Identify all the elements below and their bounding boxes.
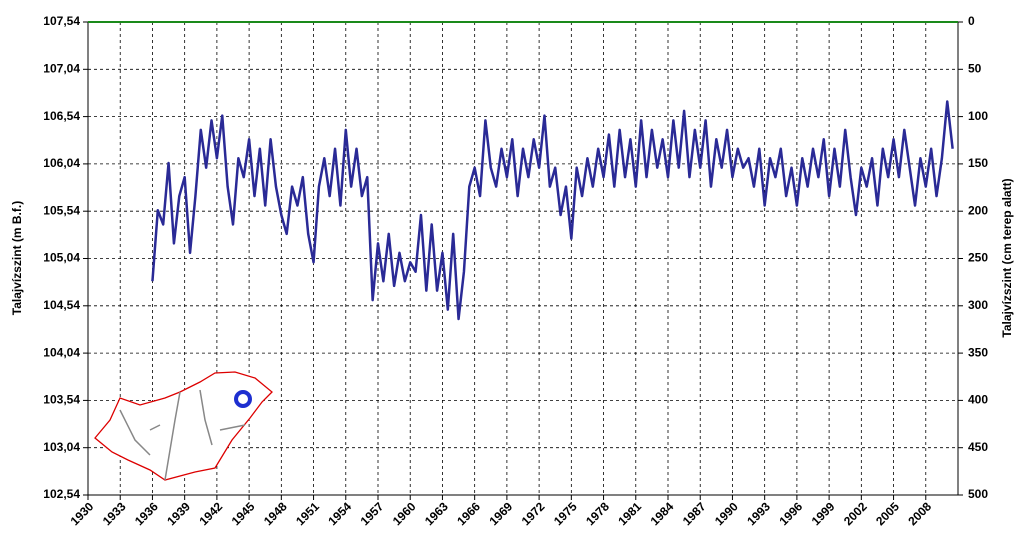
x-tick-label: 1978 <box>583 499 612 528</box>
y-tick-label: 104,54 <box>43 298 80 312</box>
x-tick-label: 2002 <box>841 499 870 528</box>
x-tick-label: 1933 <box>100 499 129 528</box>
y2-tick-label: 100 <box>968 109 988 123</box>
y2-axis-label: Talajvízszint (cm terep alatt) <box>1000 178 1014 337</box>
x-tick-label: 1999 <box>809 499 838 528</box>
y-tick-label: 103,04 <box>43 440 80 454</box>
y-tick-label: 105,04 <box>43 251 80 265</box>
y2-tick-label: 500 <box>968 487 988 501</box>
x-tick-label: 1948 <box>261 499 290 528</box>
x-tick-label: 1990 <box>712 499 741 528</box>
y2-tick-label: 400 <box>968 393 988 407</box>
x-tick-label: 2005 <box>873 499 902 528</box>
y-tick-label: 106,54 <box>43 109 80 123</box>
x-tick-label: 1975 <box>551 499 580 528</box>
y2-tick-label: 150 <box>968 156 988 170</box>
y2-tick-label: 350 <box>968 345 988 359</box>
map-inset <box>94 371 273 481</box>
x-tick-label: 1987 <box>680 499 709 528</box>
x-tick-label: 1954 <box>325 499 354 528</box>
y-tick-label: 104,04 <box>43 345 80 359</box>
y-tick-label: 103,54 <box>43 393 80 407</box>
x-tick-label: 1969 <box>486 499 515 528</box>
x-tick-label: 1939 <box>164 499 193 528</box>
y2-tick-label: 200 <box>968 203 988 217</box>
y2-tick-label: 0 <box>968 14 975 28</box>
x-tick-label: 1984 <box>648 499 677 528</box>
x-tick-label: 1945 <box>229 499 258 528</box>
y2-tick-label: 300 <box>968 298 988 312</box>
x-tick-label: 1963 <box>422 499 451 528</box>
y-tick-label: 107,04 <box>43 61 80 75</box>
x-tick-label: 1951 <box>293 499 322 528</box>
x-tick-label: 1942 <box>196 499 225 528</box>
y-tick-label: 107,54 <box>43 14 80 28</box>
x-tick-label: 1966 <box>454 499 483 528</box>
x-tick-label: 1960 <box>390 499 419 528</box>
x-tick-label: 1996 <box>776 499 805 528</box>
x-tick-label: 1957 <box>358 499 387 528</box>
y-tick-label: 106,04 <box>43 156 80 170</box>
y-tick-label: 102,54 <box>43 487 80 501</box>
series-line <box>151 100 954 321</box>
x-tick-label: 1972 <box>519 499 548 528</box>
x-tick-label: 1930 <box>68 499 97 528</box>
x-tick-label: 1936 <box>132 499 161 528</box>
y2-tick-label: 450 <box>968 440 988 454</box>
y-axis-label: Talajvízszint (m B.f.) <box>10 201 24 315</box>
y2-tick-label: 50 <box>968 61 982 75</box>
x-tick-label: 2008 <box>905 499 934 528</box>
y2-tick-label: 250 <box>968 251 988 265</box>
y-tick-label: 105,54 <box>43 203 80 217</box>
x-tick-label: 1981 <box>615 499 644 528</box>
x-tick-label: 1993 <box>744 499 773 528</box>
